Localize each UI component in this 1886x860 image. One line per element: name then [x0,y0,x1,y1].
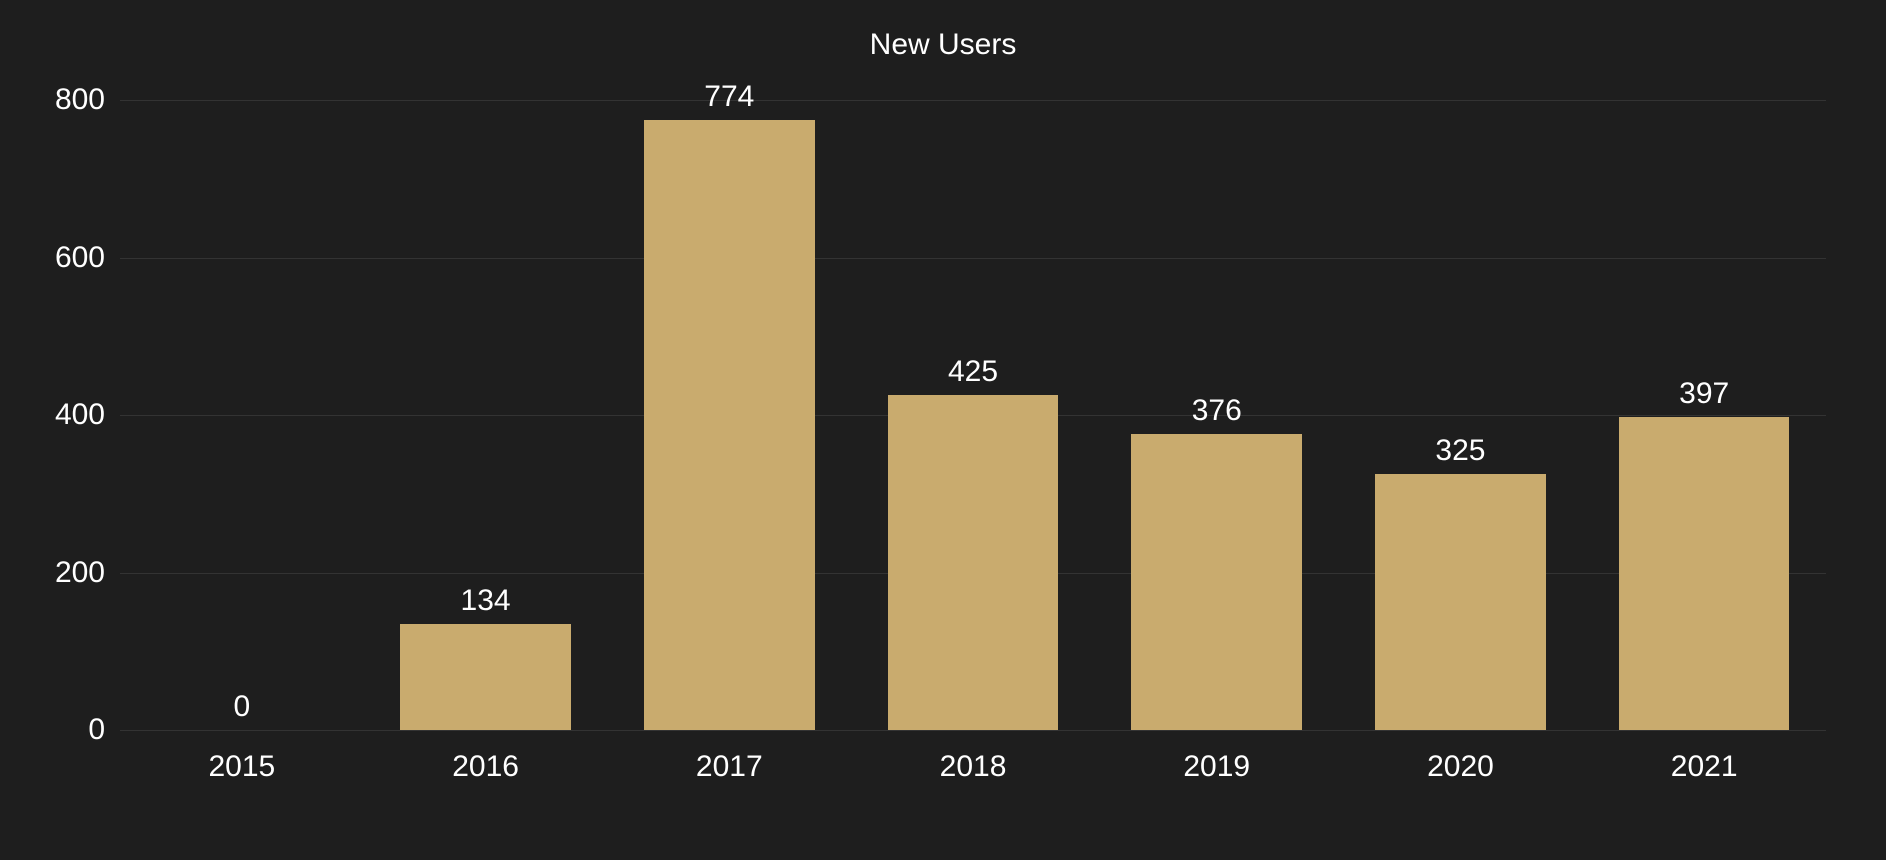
bar-value-label: 0 [234,690,251,724]
bar-value-label: 134 [461,584,511,618]
bar-value-label: 325 [1435,434,1485,468]
bar: 425 [888,395,1059,730]
bar-slot: 02015 [120,100,364,730]
x-tick-label: 2019 [1183,750,1250,784]
y-tick-label: 600 [0,241,105,275]
bar-slot: 3972021 [1582,100,1826,730]
gridline [120,730,1826,731]
bar: 325 [1375,474,1546,730]
y-tick-label: 400 [0,398,105,432]
x-tick-label: 2021 [1671,750,1738,784]
bar: 774 [644,120,815,730]
y-tick-label: 0 [0,713,105,747]
bar-slot: 3762019 [1095,100,1339,730]
chart-title: New Users [870,28,1017,62]
bar: 376 [1131,434,1302,730]
bars-row: 0201513420167742017425201837620193252020… [120,100,1826,730]
x-tick-label: 2020 [1427,750,1494,784]
x-tick-label: 2015 [208,750,275,784]
x-tick-label: 2018 [940,750,1007,784]
bar-value-label: 397 [1679,377,1729,411]
bar-slot: 3252020 [1339,100,1583,730]
bar: 134 [400,624,571,730]
new-users-bar-chart: New Users 020151342016774201742520183762… [0,0,1886,860]
bar: 397 [1619,417,1790,730]
plot-area: 0201513420167742017425201837620193252020… [120,100,1826,730]
bar-slot: 4252018 [851,100,1095,730]
bar-value-label: 376 [1192,394,1242,428]
bar-slot: 7742017 [607,100,851,730]
y-tick-label: 200 [0,556,105,590]
y-tick-label: 800 [0,83,105,117]
bar-value-label: 425 [948,355,998,389]
x-tick-label: 2016 [452,750,519,784]
bar-value-label: 774 [704,80,754,114]
bar-slot: 1342016 [364,100,608,730]
x-tick-label: 2017 [696,750,763,784]
